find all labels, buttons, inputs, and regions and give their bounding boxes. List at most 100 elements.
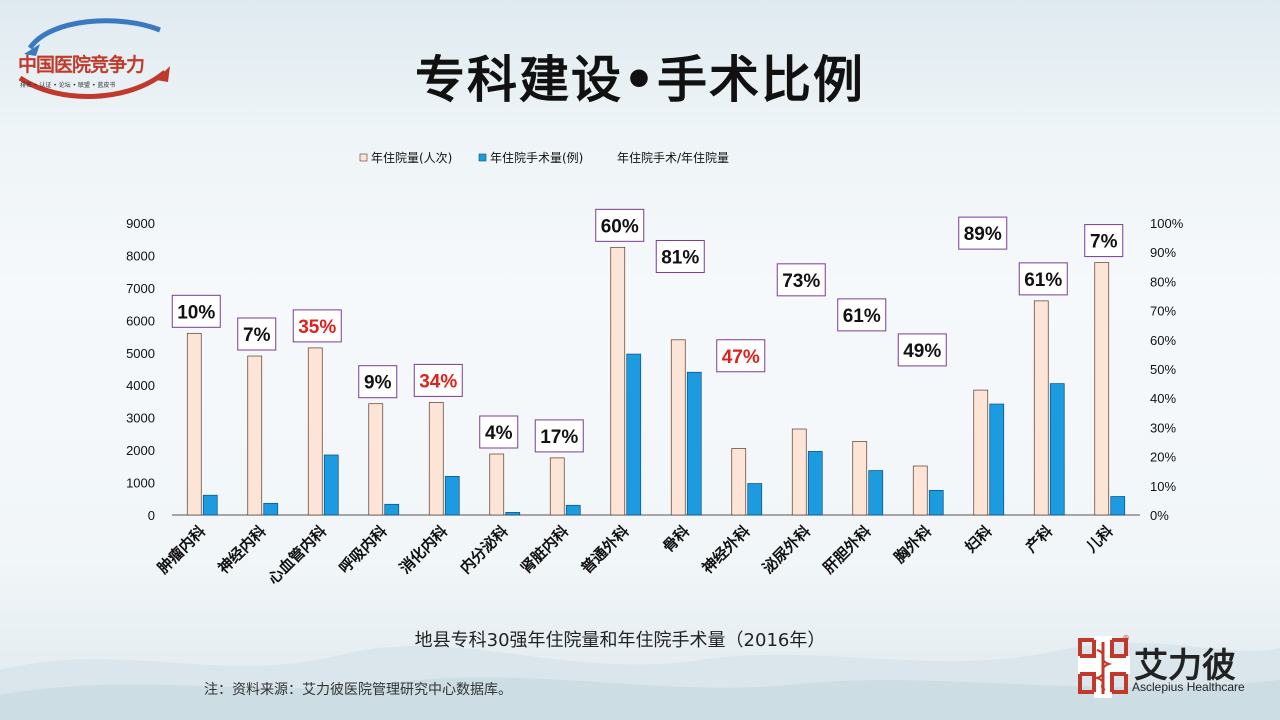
x-tick-label: 妇科 <box>961 522 996 557</box>
y2-tick-label: 50% <box>1150 362 1176 377</box>
ratio-label-group: 9% <box>358 365 398 399</box>
ratio-label-group: 81% <box>655 239 705 273</box>
brand-name-cn: 艾力彼 <box>1134 646 1236 686</box>
ratio-label-group: 61% <box>1018 262 1068 296</box>
x-axis-labels: 肿瘤内科 神经内科心血管内科 呼吸内科 消化内科 内分泌科 肾脏内科 普通外科 骨科 神经外科泌… <box>154 522 1117 588</box>
chart: 年住院量(人次) 年住院手术量(例) 年住院手术/年住院量 0 1000 2000 300… <box>126 151 1184 588</box>
bar-inpatient <box>307 347 323 516</box>
y-tick-label: 8000 <box>126 248 155 263</box>
y-tick-label: 0 <box>148 508 155 523</box>
bar-surgery <box>989 403 1005 516</box>
legend-inpatient-label: 年住院量(人次) <box>371 151 452 165</box>
x-tick-label: 神经内科 <box>214 522 269 577</box>
ratio-label: 61% <box>1024 270 1062 291</box>
bar-surgery <box>444 476 460 516</box>
ratio-label: 47% <box>722 347 760 368</box>
ratio-label: 35% <box>298 317 336 338</box>
y-tick-label: 5000 <box>126 346 155 361</box>
ratio-label-group: 35% <box>292 309 342 343</box>
ratio-label-group: 61% <box>837 298 887 332</box>
bar-inpatient <box>852 441 868 516</box>
x-tick-label: 内分泌科 <box>456 522 511 577</box>
y-tick-label: 7000 <box>126 281 155 296</box>
legend-inpatient-swatch <box>359 153 368 162</box>
ratio-label: 7% <box>1090 232 1118 253</box>
y2-tick-label: 80% <box>1150 274 1176 289</box>
bar-inpatient <box>428 402 444 516</box>
bar-inpatient <box>670 339 686 516</box>
ratio-label: 81% <box>661 247 699 268</box>
ratio-label-group: 49% <box>897 333 947 367</box>
bar-inpatient <box>973 389 989 516</box>
ratio-box <box>897 333 947 367</box>
ratio-box <box>595 208 645 242</box>
bar-surgery <box>928 489 944 516</box>
bar-surgery <box>747 483 763 516</box>
y-tick-label: 9000 <box>126 216 155 231</box>
x-tick-label: 神经外科 <box>698 522 753 577</box>
x-tick-label: 骨科 <box>659 522 693 556</box>
bar-inpatient <box>731 448 747 516</box>
bar-inpatient <box>1033 300 1049 516</box>
logo-subtitle: 排名 • 认证 • 论坛 • 联盟 • 蓝皮书 <box>20 82 116 89</box>
registered-mark: ® <box>1122 634 1130 643</box>
ratio-box <box>837 298 887 332</box>
y2-tick-label: 10% <box>1150 479 1176 494</box>
bar-surgery <box>686 371 702 516</box>
y2-tick-label: 20% <box>1150 450 1176 465</box>
ratio-label-group: 10% <box>171 294 221 328</box>
legend-ratio-label: 年住院手术/年住院量 <box>617 151 729 165</box>
bars <box>172 246 1140 516</box>
ratio-box <box>237 317 277 351</box>
source-note: 注：资料来源：艾力彼医院管理研究中心数据库。 <box>204 682 512 698</box>
bar-surgery <box>1110 496 1126 516</box>
ratio-box <box>534 419 584 453</box>
ratio-label: 89% <box>964 224 1002 245</box>
bar-surgery <box>323 454 339 516</box>
x-tick-label: 心血管内科 <box>264 522 330 588</box>
ratio-label-group: 60% <box>595 208 645 242</box>
ratio-box <box>958 216 1008 250</box>
x-tick-label: 呼吸内科 <box>335 522 390 577</box>
ratio-box <box>171 294 221 328</box>
ratio-label: 17% <box>540 427 578 448</box>
x-tick-label: 儿科 <box>1082 522 1117 557</box>
y2-tick-label: 90% <box>1150 245 1176 260</box>
y2-tick-label: 40% <box>1150 391 1176 406</box>
x-tick-label: 泌尿外科 <box>759 522 814 577</box>
ratio-box <box>655 239 705 273</box>
ratio-label: 9% <box>364 373 392 394</box>
ratio-label-group: 73% <box>776 263 826 297</box>
y-axis-left: 0 1000 2000 3000 4000 5000 6000 7000 8000 9000 <box>126 216 155 523</box>
logo-swoosh-icon <box>18 18 170 100</box>
bar-surgery <box>626 353 642 516</box>
ratio-box <box>292 309 342 343</box>
bar-inpatient <box>912 465 928 516</box>
y-tick-label: 6000 <box>126 313 155 328</box>
caduceus-icon <box>1078 636 1130 698</box>
y-tick-label: 1000 <box>126 476 155 491</box>
x-tick-label: 产科 <box>1022 522 1056 556</box>
x-tick-label: 肿瘤内科 <box>154 522 209 577</box>
ratio-box <box>479 415 519 449</box>
ratio-label: 4% <box>485 423 513 444</box>
ratio-label-group: 47% <box>716 339 766 373</box>
bar-surgery <box>505 512 521 516</box>
ratio-box <box>413 363 463 397</box>
ratio-label-group: 34% <box>413 363 463 397</box>
logo-name: 中国医院竞争力 <box>18 54 145 76</box>
x-tick-label: 胸外科 <box>891 522 936 567</box>
bar-surgery <box>565 504 581 516</box>
bar-surgery <box>1049 383 1065 516</box>
ratio-box <box>358 365 398 399</box>
ratio-label-group: 89% <box>958 216 1008 250</box>
bar-inpatient <box>489 453 505 516</box>
x-tick-label: 普通外科 <box>577 522 632 577</box>
bar-inpatient <box>186 332 202 516</box>
bar-inpatient <box>610 246 626 516</box>
bar-inpatient <box>791 428 807 516</box>
ratio-label: 10% <box>177 302 215 323</box>
x-tick-label: 肝胆外科 <box>819 522 874 577</box>
bar-surgery <box>202 494 218 516</box>
ratio-box <box>1018 262 1068 296</box>
